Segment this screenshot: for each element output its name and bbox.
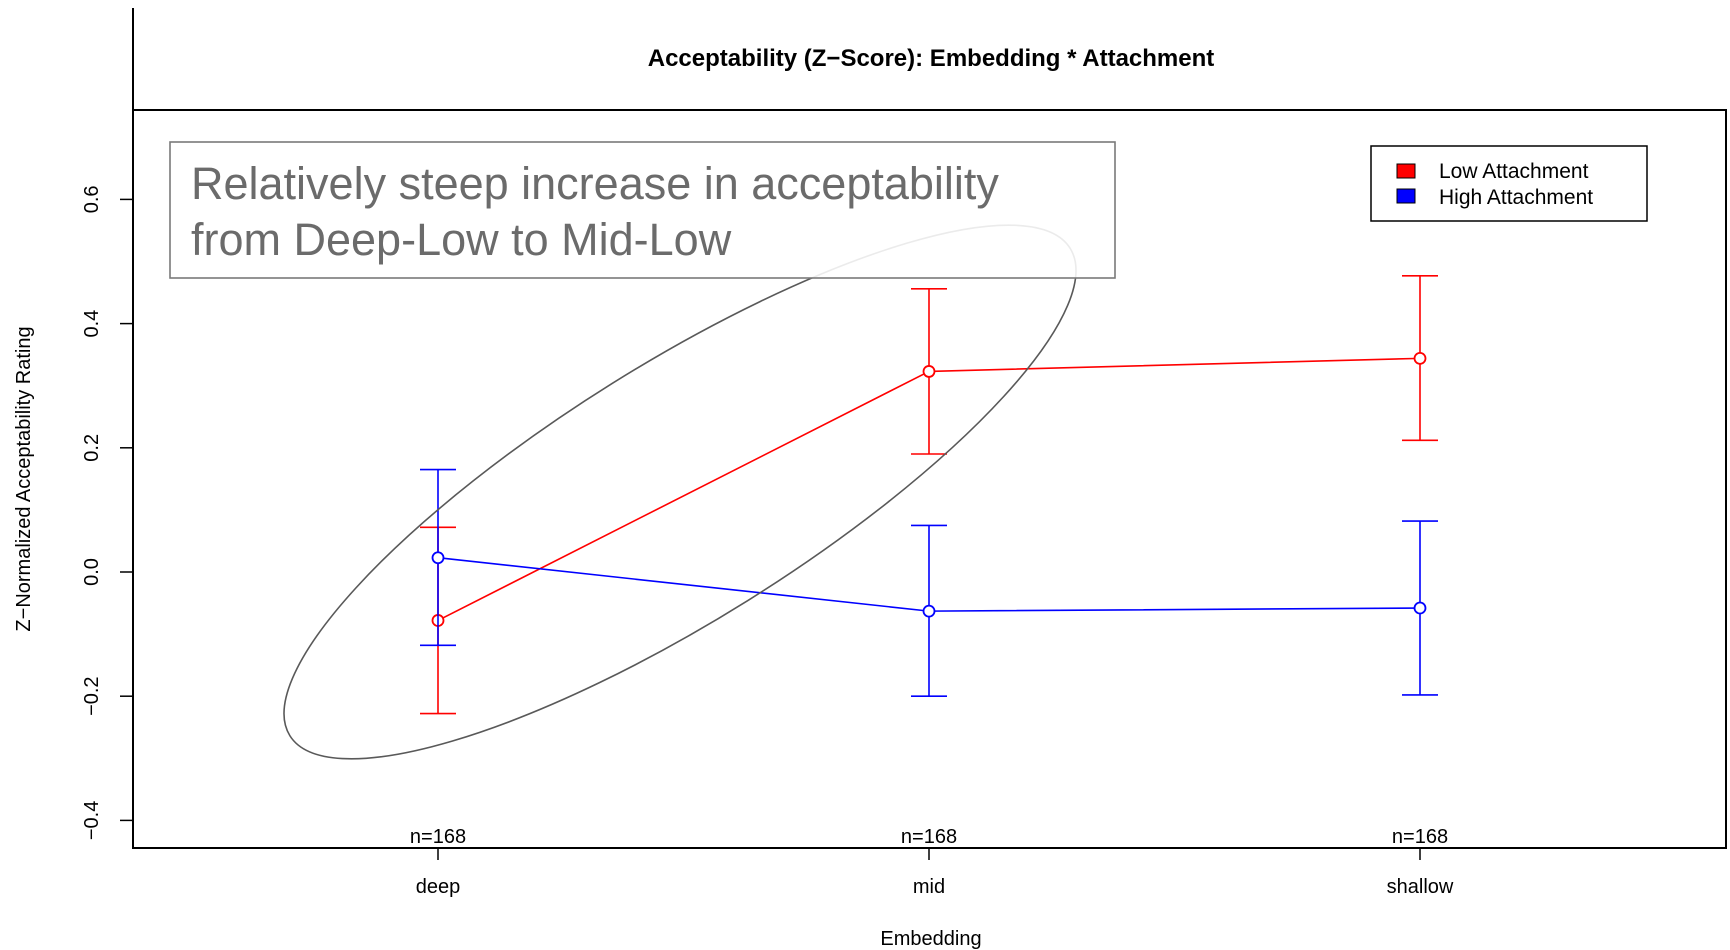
x-axis-label: Embedding — [880, 928, 981, 950]
n-label: n=168 — [1392, 826, 1448, 848]
annotation-box — [169, 141, 1116, 279]
n-label: n=168 — [901, 826, 957, 848]
legend-box — [1370, 145, 1648, 222]
data-point-high — [922, 604, 936, 618]
series-layer — [420, 274, 1438, 715]
legend-label-low: Low Attachment — [1439, 160, 1589, 183]
x-tick-label: mid — [913, 876, 945, 898]
y-tick-label: −0.2 — [81, 676, 103, 715]
legend-swatch-low — [1396, 163, 1416, 179]
n-label: n=168 — [410, 826, 466, 848]
y-tick-label: 0.2 — [81, 434, 103, 462]
series-high — [420, 468, 1438, 698]
annotation-line-1: Relatively steep increase in acceptabili… — [191, 158, 999, 209]
chart-title: Acceptability (Z−Score): Embedding * Att… — [648, 45, 1215, 72]
data-point-high — [1413, 601, 1427, 615]
data-point-high — [431, 551, 445, 565]
legend-swatch-high — [1396, 188, 1416, 204]
annotation-line-2: from Deep-Low to Mid-Low — [191, 214, 732, 265]
data-point-low — [922, 365, 936, 378]
y-axis: −0.4 −0.2 0.0 0.2 0.4 0.6 — [81, 185, 134, 840]
y-tick-label: −0.4 — [81, 801, 103, 840]
y-axis-label: Z−Normalized Acceptability Rating — [13, 326, 35, 631]
y-tick-label: 0.4 — [81, 310, 103, 338]
legend: Low Attachment High Attachment — [1370, 145, 1648, 222]
legend-label-high: High Attachment — [1439, 186, 1593, 209]
x-tick-label: shallow — [1387, 876, 1454, 898]
x-axis: deep n=168 mid n=168 shallow n=168 — [410, 826, 1454, 898]
x-tick-label: deep — [416, 876, 461, 898]
y-tick-label: 0.0 — [81, 558, 103, 586]
data-point-low — [1413, 351, 1427, 365]
y-tick-label: 0.6 — [81, 185, 103, 213]
